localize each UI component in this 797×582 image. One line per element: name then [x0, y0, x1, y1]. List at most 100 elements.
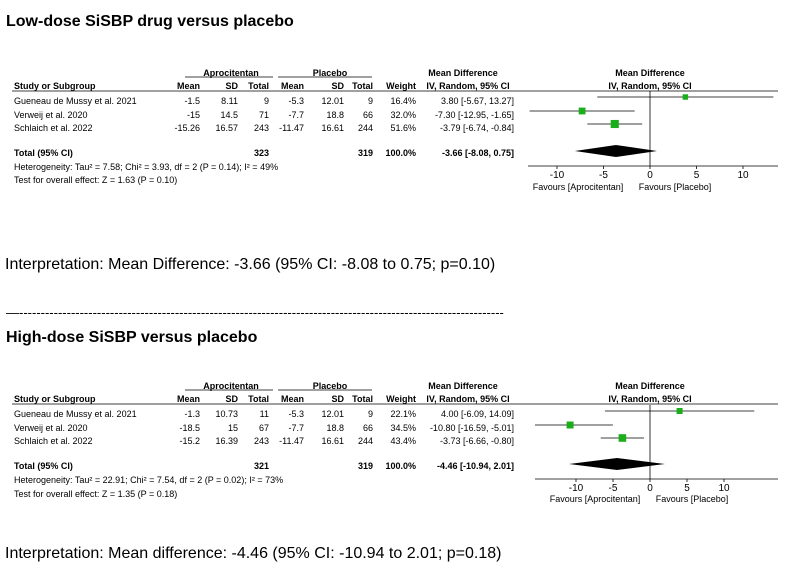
s2-row2-n1: 243	[253, 436, 269, 446]
s2-row2-mean1: -15.2	[179, 436, 200, 446]
s1-header-group2: Placebo	[312, 68, 348, 78]
s2-header-plot-title: Mean Difference	[615, 381, 685, 391]
s1-row1-sd1: 14.5	[220, 110, 238, 120]
s1-row2-sd2: 16.61	[321, 123, 344, 133]
s1-header-plot-title: Mean Difference	[615, 68, 685, 78]
s1-row1-n2: 66	[362, 110, 373, 120]
s2-header-mean1: Mean	[176, 394, 200, 404]
s2-row1-ci: -10.80 [-16.59, -5.01]	[429, 423, 514, 433]
s2-total-label: Total (95% CI)	[14, 461, 73, 471]
s2-header-sd1: SD	[225, 394, 238, 404]
s1-header-md-method: IV, Random, 95% CI	[426, 81, 510, 91]
s2-total-weight: 100.0%	[385, 461, 416, 471]
s2-favours-left: Favours [Aprocitentan]	[549, 494, 641, 504]
s1-row1-sd2: 18.8	[326, 110, 344, 120]
s1-header-sd1: SD	[225, 81, 238, 91]
x-tick-label-1: -5	[599, 170, 608, 181]
s2-row1-name: Verweij et al. 2020	[14, 423, 88, 433]
s1-favours-right: Favours [Placebo]	[638, 182, 712, 192]
s2-row0-n2: 9	[367, 409, 373, 419]
total-diamond	[569, 458, 665, 470]
s2-total-n1: 321	[253, 461, 269, 471]
s2-row0-ci: 4.00 [-6.09, 14.09]	[440, 409, 514, 419]
section-1-title: Low-dose SiSBP drug versus placebo	[6, 13, 294, 30]
s2-header-group2: Placebo	[312, 381, 348, 391]
study-marker-2	[610, 119, 619, 129]
s2-overall-effect: Test for overall effect: Z = 1.35 (P = 0…	[14, 489, 178, 499]
s1-row0-name: Gueneau de Mussy et al. 2021	[14, 96, 137, 106]
s1-total-label: Total (95% CI)	[14, 148, 73, 158]
s2-header-weight: Weight	[386, 394, 416, 404]
s1-row0-weight: 16.4%	[390, 96, 416, 106]
s2-row2-sd1: 16.39	[215, 436, 238, 446]
s2-row1-weight: 34.5%	[390, 423, 416, 433]
s2-row1-mean2: -7.7	[288, 423, 304, 433]
s1-row1-name: Verweij et al. 2020	[14, 110, 88, 120]
s1-total-n1: 323	[253, 148, 269, 158]
s1-total-weight: 100.0%	[385, 148, 416, 158]
s1-favours-left: Favours [Aprocitentan]	[532, 182, 624, 192]
s1-row1-weight: 32.0%	[390, 110, 416, 120]
x-tick-label-3: 5	[694, 170, 700, 181]
s1-header-plot-method: IV, Random, 95% CI	[608, 81, 692, 91]
s2-header-mean2: Mean	[280, 394, 304, 404]
s1-row0-sd1: 8.11	[221, 96, 238, 106]
study-marker-2	[618, 434, 627, 442]
s2-row1-sd1: 15	[227, 423, 238, 433]
s2-row0-n1: 11	[259, 409, 269, 419]
s1-row2-n1: 243	[253, 123, 269, 133]
s2-total-ci: -4.46 [-10.94, 2.01]	[436, 461, 514, 471]
s1-row2-ci: -3.79 [-6.74, -0.84]	[439, 123, 514, 133]
s1-row2-name: Schlaich et al. 2022	[14, 123, 93, 133]
s1-row1-ci: -7.30 [-12.95, -1.65]	[434, 110, 514, 120]
s1-header-mean1: Mean	[176, 81, 200, 91]
s1-total-ci: -3.66 [-8.08, 0.75]	[441, 148, 514, 158]
s1-row2-sd1: 16.57	[215, 123, 238, 133]
s1-header-group1: Aprocitentan	[203, 68, 259, 78]
study-marker-0	[676, 408, 683, 414]
section-2-title: High-dose SiSBP versus placebo	[6, 329, 258, 346]
s2-header-total2: Total	[352, 394, 373, 404]
x-tick-label-0: -10	[569, 483, 584, 494]
s2-row2-n2: 244	[357, 436, 373, 446]
s1-row0-n1: 9	[263, 96, 269, 106]
s1-header-md: Mean Difference	[428, 68, 498, 78]
s1-row2-mean2: -11.47	[279, 123, 304, 133]
s1-header-study: Study or Subgroup	[14, 81, 96, 91]
s2-header-sd2: SD	[331, 394, 344, 404]
s2-header-plot-method: IV, Random, 95% CI	[608, 394, 692, 404]
s2-row2-weight: 43.4%	[390, 436, 416, 446]
study-marker-0	[682, 94, 689, 100]
total-diamond	[574, 145, 657, 157]
s1-row0-n2: 9	[367, 96, 373, 106]
s2-row2-name: Schlaich et al. 2022	[14, 436, 93, 446]
interpretation-2: Interpretation: Mean difference: -4.46 (…	[5, 545, 502, 562]
x-tick-label-3: 5	[684, 483, 690, 494]
s2-row0-sd2: 12.01	[321, 409, 344, 419]
s2-row0-sd1: 10.73	[215, 409, 238, 419]
s2-header-group1: Aprocitentan	[203, 381, 259, 391]
s1-row0-ci: 3.80 [-5.67, 13.27]	[440, 96, 514, 106]
s1-row1-mean2: -7.7	[288, 110, 304, 120]
s2-row2-mean2: -11.47	[279, 436, 304, 446]
s1-heterogeneity: Heterogeneity: Tau² = 7.58; Chi² = 3.93,…	[14, 162, 279, 172]
s2-favours-right: Favours [Placebo]	[655, 494, 729, 504]
s1-row2-n2: 244	[357, 123, 373, 133]
s1-header-total2: Total	[352, 81, 373, 91]
x-tick-label-4: 10	[737, 170, 749, 181]
s2-row1-n1: 67	[258, 423, 269, 433]
s1-total-n2: 319	[357, 148, 373, 158]
x-tick-label-0: -10	[550, 170, 565, 181]
s2-header-md-method: IV, Random, 95% CI	[426, 394, 510, 404]
x-tick-label-4: 10	[718, 483, 730, 494]
s1-row2-weight: 51.6%	[390, 123, 416, 133]
s2-row1-mean1: -18.5	[179, 423, 200, 433]
s2-row0-name: Gueneau de Mussy et al. 2021	[14, 409, 137, 419]
s2-row1-sd2: 18.8	[326, 423, 344, 433]
s1-row1-n1: 71	[258, 110, 269, 120]
s1-header-sd2: SD	[331, 81, 344, 91]
s2-header-total1: Total	[248, 394, 269, 404]
s2-row0-weight: 22.1%	[390, 409, 416, 419]
